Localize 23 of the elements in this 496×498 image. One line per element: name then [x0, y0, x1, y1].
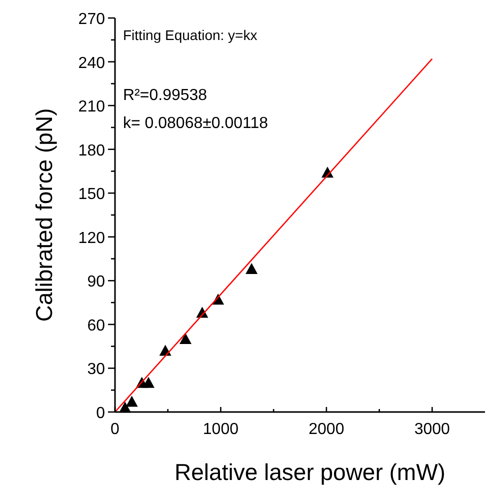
x-axis-title: Relative laser power (mW) [174, 459, 446, 485]
annotation: k= 0.08068±0.00118 [123, 115, 268, 132]
point [246, 262, 258, 274]
x-tick-label: 2000 [308, 421, 344, 438]
y-tick-label: 30 [87, 361, 106, 378]
annotation: Fitting Equation: y=kx [123, 27, 258, 43]
y-tick-label: 240 [78, 54, 106, 72]
x-tick-label: 0 [110, 421, 120, 438]
y-tick-label: 180 [78, 142, 106, 160]
y-tick-label: 120 [78, 230, 106, 247]
y-tick-label: 150 [78, 186, 106, 204]
point [142, 376, 155, 388]
annotation: R²=0.99538 [123, 87, 208, 104]
y-tick-label: 210 [78, 98, 106, 116]
y-tick-label: 90 [87, 274, 106, 291]
y-tick-label: 60 [87, 317, 106, 334]
point [126, 396, 138, 407]
y-axis-title: Calibrated force (pN) [31, 108, 57, 322]
y-tick-label: 0 [96, 405, 106, 422]
y-tick-label: 270 [78, 11, 106, 28]
point [180, 333, 192, 344]
x-tick-label: 1000 [202, 421, 239, 438]
x-tick-label: 3000 [414, 421, 450, 438]
